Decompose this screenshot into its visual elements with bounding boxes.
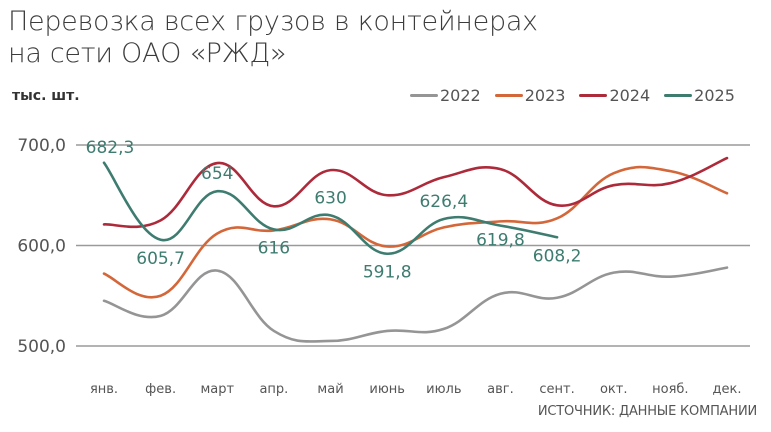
legend-item-2022: 2022 xyxy=(410,86,481,105)
data-label-2025: 591,8 xyxy=(363,263,412,283)
legend-item-2025: 2025 xyxy=(664,86,735,105)
x-tick-label: июнь xyxy=(369,382,405,397)
series-line-2022 xyxy=(102,266,729,343)
x-tick-label: дек. xyxy=(713,382,742,397)
chart-title: Перевозка всех грузов в контейнерах на с… xyxy=(8,6,538,70)
legend-swatch-2024 xyxy=(579,94,608,97)
legend-label: 2025 xyxy=(694,86,735,105)
data-label-2025: 619,8 xyxy=(476,231,525,251)
legend-swatch-2025 xyxy=(664,94,693,97)
series-line-2024 xyxy=(102,156,729,229)
data-label-2025: 608,2 xyxy=(533,246,582,266)
x-tick-label: март xyxy=(200,382,234,397)
data-label-2025: 682,3 xyxy=(86,138,135,158)
legend-swatch-2022 xyxy=(410,94,438,97)
x-tick-label: фев. xyxy=(145,382,176,397)
data-label-2025: 630 xyxy=(314,188,346,208)
legend: 2022 2023 2024 2025 xyxy=(410,86,735,105)
x-tick-label: окт. xyxy=(600,382,628,397)
series-line-2025 xyxy=(102,161,559,256)
data-label-2025: 616 xyxy=(258,238,290,258)
legend-item-2023: 2023 xyxy=(494,86,566,105)
x-tick-label: май xyxy=(317,382,343,397)
y-tick-label: 700,0 xyxy=(17,136,66,156)
x-tick-label: авг. xyxy=(487,382,514,397)
legend-label: 2023 xyxy=(524,86,566,105)
legend-label: 2022 xyxy=(440,86,481,105)
chart-title-line-1: Перевозка всех грузов в контейнерах xyxy=(8,6,538,37)
x-tick-label: апр. xyxy=(259,382,288,397)
chart-title-line-2: на сети ОАО «РЖД» xyxy=(8,38,287,69)
series-line-2023 xyxy=(102,165,729,299)
data-label-2025: 626,4 xyxy=(419,192,468,212)
y-tick-label: 500,0 xyxy=(17,337,66,357)
source-note: ИСТОЧНИК: ДАННЫЕ КОМПАНИИ xyxy=(537,404,757,419)
legend-item-2024: 2024 xyxy=(579,86,650,105)
x-tick-label: июль xyxy=(426,382,461,397)
data-label-2025: 654 xyxy=(201,164,233,184)
x-tick-label: сент. xyxy=(539,382,574,397)
x-tick-label: янв. xyxy=(90,382,118,397)
legend-swatch-2023 xyxy=(494,94,523,97)
legend-label: 2024 xyxy=(609,86,651,105)
unit-label: тыс. шт. xyxy=(12,88,80,104)
data-label-2025: 605,7 xyxy=(136,249,185,269)
x-tick-label: нояб. xyxy=(652,382,688,397)
y-tick-label: 600,0 xyxy=(17,237,66,257)
